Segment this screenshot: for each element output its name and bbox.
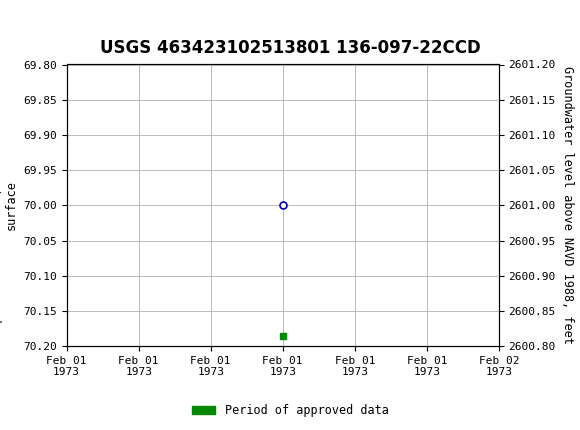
Y-axis label: Depth to water level, feet below land
surface: Depth to water level, feet below land su…: [0, 74, 17, 337]
Text: USGS 463423102513801 136-097-22CCD: USGS 463423102513801 136-097-22CCD: [100, 39, 480, 57]
Y-axis label: Groundwater level above NAVD 1988, feet: Groundwater level above NAVD 1988, feet: [561, 66, 574, 344]
Text: ≈USGS: ≈USGS: [8, 11, 100, 34]
Legend: Period of approved data: Period of approved data: [187, 399, 393, 422]
